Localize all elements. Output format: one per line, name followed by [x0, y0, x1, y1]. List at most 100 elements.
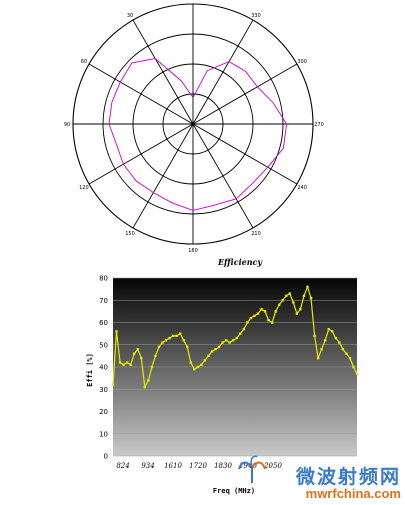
data-point [348, 356, 352, 360]
data-point [136, 348, 139, 351]
x-axis-ticks: 824 934 1610 1720 1830 1940 2050 [116, 462, 282, 470]
polar-spoke [192, 63, 298, 125]
data-point [232, 339, 235, 342]
data-point [256, 312, 260, 315]
data-point [246, 321, 249, 324]
data-point [331, 330, 334, 333]
data-point [150, 365, 154, 369]
polar-angle-labels: 0 30 60 90 120 150 180 210 240 270 300 330 [64, 0, 324, 254]
y-tick-label: 60 [99, 319, 108, 327]
polar-angle-label: 240 [297, 185, 307, 191]
chart-title: Efficiency [217, 257, 263, 267]
polar-radiation-pattern: 0 30 60 90 120 150 180 210 240 270 300 330 [64, 0, 324, 254]
data-point [221, 341, 224, 344]
polar-spoke [192, 123, 298, 185]
watermark-chinese-text: 微波射频网 [295, 466, 401, 488]
data-point [143, 385, 147, 389]
data-point [122, 363, 125, 366]
data-point [309, 296, 313, 300]
data-point [285, 294, 288, 297]
polar-angle-label: 330 [251, 13, 261, 19]
data-point [115, 330, 118, 333]
data-point [323, 339, 327, 342]
efficiency-series-line [112, 285, 358, 389]
x-tick-label: 824 [116, 462, 129, 470]
data-point [200, 363, 203, 366]
data-point [214, 348, 217, 351]
efficiency-series-points [111, 285, 359, 389]
polar-angle-label: 270 [314, 122, 324, 128]
data-point [228, 341, 231, 344]
x-tick-label: 1610 [164, 462, 182, 470]
polar-grid [72, 3, 314, 245]
polar-spoke [192, 123, 254, 229]
x-tick-label: 934 [141, 462, 154, 470]
data-point [288, 292, 292, 295]
y-axis-ticks: 0 10 20 30 40 50 60 70 80 [99, 275, 108, 461]
data-point [154, 354, 157, 358]
data-point [341, 348, 345, 351]
watermark-logo-icon [238, 455, 266, 483]
data-point [207, 354, 210, 358]
data-point [178, 332, 182, 335]
data-point [334, 336, 337, 340]
data-point [189, 361, 192, 364]
data-point [281, 299, 284, 302]
data-point [263, 310, 267, 313]
data-point [327, 327, 330, 331]
y-tick-label: 40 [99, 364, 108, 372]
efficiency-chart: Efficiency 0 10 20 30 40 50 60 70 80 824 934 1610 1… [86, 257, 359, 495]
polar-angle-label: 0 [191, 0, 194, 2]
polar-angle-label: 180 [188, 248, 198, 254]
data-point [239, 332, 242, 335]
polar-angle-label: 30 [127, 13, 133, 19]
data-point [249, 316, 253, 320]
data-point [224, 339, 228, 342]
data-point [270, 321, 274, 324]
data-point [316, 356, 320, 360]
x-tick-label: 1720 [189, 462, 207, 470]
data-point [193, 368, 196, 371]
polar-angle-label: 90 [64, 122, 70, 128]
y-tick-label: 50 [99, 341, 108, 349]
x-tick-label: 1830 [214, 462, 232, 470]
y-tick-label: 80 [99, 275, 108, 283]
data-point [302, 294, 306, 297]
x-tick-label: 1940 [239, 462, 257, 470]
data-point [242, 327, 246, 331]
data-point [147, 379, 150, 382]
data-point [164, 339, 168, 342]
polar-angle-label: 150 [125, 231, 135, 237]
data-point [306, 285, 309, 289]
data-point [345, 352, 348, 355]
data-point [217, 345, 221, 349]
data-point [182, 339, 185, 342]
data-point [253, 314, 256, 318]
polar-angle-label: 120 [79, 185, 89, 191]
data-point [157, 345, 161, 349]
data-point [118, 361, 122, 364]
data-point [203, 359, 207, 362]
y-tick-label: 20 [99, 408, 108, 416]
polar-pattern-trace [108, 58, 288, 211]
data-point [133, 352, 136, 355]
y-tick-label: 70 [99, 297, 108, 305]
data-point [175, 334, 178, 338]
polar-spoke [88, 123, 194, 185]
polar-angle-label: 60 [81, 59, 87, 65]
data-point [171, 334, 175, 338]
data-point [125, 361, 129, 364]
data-point [274, 310, 277, 313]
data-point [292, 301, 295, 304]
data-point [140, 356, 143, 360]
polar-spoke [132, 19, 194, 125]
data-point [295, 312, 299, 315]
x-tick-label: 2050 [263, 462, 282, 470]
polar-spoke [192, 19, 254, 125]
data-point [278, 303, 281, 306]
data-point [355, 372, 359, 375]
polar-spoke [88, 63, 194, 125]
data-point [210, 350, 214, 353]
data-point [338, 341, 341, 344]
y-tick-label: 30 [99, 386, 108, 394]
